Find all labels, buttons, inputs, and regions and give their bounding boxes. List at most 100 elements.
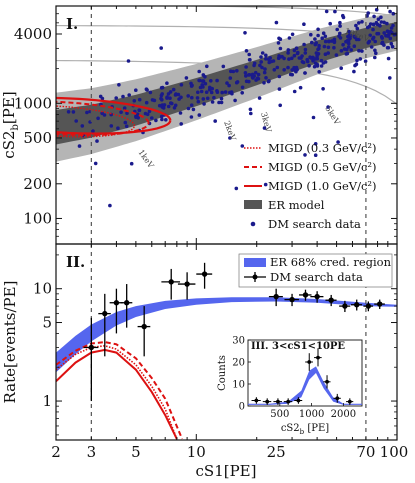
dm-search-scatter	[66, 7, 397, 208]
dm-point	[282, 56, 286, 61]
dm-point	[77, 144, 82, 148]
dm-point	[230, 91, 234, 96]
dm-point	[355, 58, 359, 63]
inset-xtick-label: 500	[270, 409, 289, 420]
dm-point	[277, 87, 282, 91]
dm-point	[137, 108, 142, 113]
dm-point	[293, 68, 297, 72]
dm-point	[354, 23, 358, 28]
dm-point	[196, 90, 200, 95]
dm-point	[313, 153, 318, 157]
ytick-label-200: 200	[23, 175, 52, 193]
dm-point	[122, 106, 127, 110]
inset-ytick-label: 10	[232, 380, 245, 391]
dm-point	[98, 94, 103, 99]
dm-point	[298, 85, 303, 90]
dm-point	[164, 118, 168, 122]
dm-point	[100, 111, 104, 116]
kev-label-5: 5keV	[323, 104, 342, 126]
dm-point	[332, 45, 336, 50]
legend-label-migd-05: MIGD (0.5 GeV/c²)	[268, 160, 377, 174]
dm-point	[197, 78, 201, 83]
inset-point	[286, 399, 291, 404]
dm-point	[326, 105, 330, 109]
dm-point	[202, 102, 206, 106]
migd-rate-curve-1	[56, 341, 184, 440]
panel-2-frame	[55, 243, 398, 441]
dm-point	[171, 87, 176, 92]
dm-point	[380, 41, 384, 46]
dm-point	[248, 107, 253, 112]
dm-point	[316, 27, 320, 32]
dm-point	[254, 78, 258, 82]
rate-point	[314, 293, 320, 300]
dm-point	[313, 142, 318, 146]
dm-point	[200, 83, 204, 87]
xtick-label-3: 3	[87, 443, 97, 461]
dm-point	[168, 96, 172, 100]
dm-point	[189, 103, 194, 107]
dm-point	[135, 112, 140, 116]
dm-point	[315, 54, 319, 58]
dm-point	[209, 79, 213, 83]
dm-point	[96, 116, 100, 121]
legend-swatch-dm-point	[252, 274, 258, 280]
inset-xtick-label: 1000	[299, 409, 324, 420]
dm-point	[278, 37, 283, 41]
dm-point	[219, 96, 224, 101]
legend-label-dm-data: DM search data	[268, 217, 361, 231]
ytick-label-4000: 4000	[14, 25, 52, 43]
legend-label-dm-rate: DM search data	[270, 270, 363, 284]
dm-point	[178, 111, 183, 115]
dm-point	[386, 56, 391, 61]
migd-rate-curves	[56, 341, 184, 440]
inset-panel-3: 0 10 20 30 500 1000 2000 III. 3<cS1<10PE Count…	[217, 336, 363, 436]
inset-point	[316, 355, 320, 360]
er-68-band-area	[56, 297, 397, 373]
dm-point	[66, 110, 71, 114]
rate-point	[342, 303, 348, 309]
dm-point	[286, 65, 290, 70]
dm-point	[169, 101, 173, 105]
legend-swatch-er-68	[244, 258, 266, 267]
dm-point	[374, 51, 378, 55]
kev-label-1: 1keV	[136, 148, 155, 170]
dm-point	[210, 86, 214, 91]
dm-point	[93, 161, 98, 166]
rate-point	[113, 300, 120, 306]
dm-point	[201, 97, 206, 101]
dm-point	[229, 69, 233, 74]
dm-point	[240, 85, 245, 90]
dm-point	[384, 34, 389, 38]
dm-point	[186, 94, 190, 98]
dm-point	[367, 24, 372, 29]
dm-point	[292, 53, 297, 58]
dm-point	[160, 92, 164, 96]
dm-point	[74, 119, 78, 123]
dm-point	[372, 22, 376, 27]
dm-point	[352, 69, 356, 74]
dm-point	[191, 107, 196, 112]
panel-2-y-axis-label: Rate[events/PE]	[1, 281, 19, 404]
dm-point	[321, 31, 326, 35]
dm-point	[305, 59, 310, 64]
dm-point	[338, 31, 342, 36]
dm-point	[121, 94, 125, 99]
dm-point	[313, 42, 318, 47]
dm-point	[275, 65, 280, 70]
rate-point	[102, 310, 108, 317]
dm-point	[335, 27, 340, 32]
ytick-label-10: 10	[33, 280, 52, 298]
dm-point	[385, 21, 389, 26]
dm-point	[233, 98, 237, 103]
dm-point	[80, 124, 85, 128]
inset-y-axis-label: Counts	[217, 355, 228, 391]
dm-point	[323, 60, 328, 64]
dm-point	[262, 81, 266, 85]
legend-swatch-er-model	[244, 200, 262, 209]
inset-ticks: 0 10 20 30 500 1000 2000	[232, 336, 356, 421]
dm-point	[240, 144, 245, 148]
dm-point	[358, 57, 363, 61]
dm-point	[341, 42, 345, 47]
x-axis-label: cS1[PE]	[196, 462, 257, 480]
